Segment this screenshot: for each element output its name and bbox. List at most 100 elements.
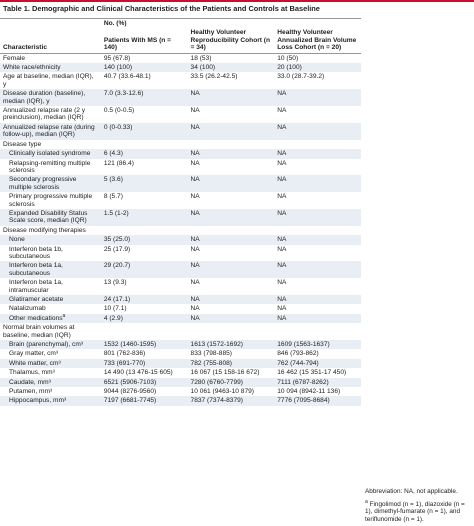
cell: NA xyxy=(190,107,200,115)
cell: NA xyxy=(187,89,275,107)
row-label: None xyxy=(9,236,25,244)
row-label: Primary progressive multiple sclerosis xyxy=(9,193,93,208)
empty-cell xyxy=(101,226,188,235)
cell: 13 (9.3) xyxy=(103,279,127,287)
row-label-cell: White race/ethnicity xyxy=(0,63,101,73)
footnote: a Fingolimod (n = 1), diazoxide (n = 1),… xyxy=(365,498,472,524)
row-label-cell: Relapsing-remitting multiple sclerosis xyxy=(0,159,101,176)
row-label-cell: Age at baseline, median (IQR), y xyxy=(0,72,101,89)
row-label: Annualized relapse rate (2 y preinclusio… xyxy=(3,107,86,122)
row-label-cell: Other medicationsa xyxy=(0,312,101,324)
cell: NA xyxy=(274,175,361,193)
cell: NA xyxy=(274,261,361,279)
data-row: Glatiramer acetate 24 (17.1) NA NA xyxy=(0,295,361,305)
cell: NA xyxy=(274,208,361,226)
top-rule xyxy=(0,0,474,2)
row-label: Putamen, mm³ xyxy=(9,388,53,396)
data-row: Natalizumab 10 (7.1) NA NA xyxy=(0,304,361,313)
footnote-marker: a xyxy=(365,498,368,505)
row-label-cell: Female xyxy=(0,53,101,63)
row-label-cell: Secondary progressive multiple sclerosis xyxy=(0,175,101,193)
cell: 1609 (1563-1637) xyxy=(274,340,361,350)
cell: 9044 (8276-9560) xyxy=(103,388,157,396)
cell: NA xyxy=(277,305,287,313)
row-label: Glatiramer acetate xyxy=(9,296,64,303)
cell: NA xyxy=(187,149,275,159)
cell: 846 (793-862) xyxy=(277,350,319,358)
row-label: Interferon beta 1b, subcutaneous xyxy=(9,245,63,260)
cell: NA xyxy=(187,295,275,305)
row-label-cell: Caudate, mm³ xyxy=(0,377,101,388)
row-label-cell: Annualized relapse rate (during follow-u… xyxy=(0,122,101,140)
group-header: No. (%) xyxy=(100,18,361,29)
cell: NA xyxy=(277,107,287,115)
column-header: Healthy Volunteer Annualized Brain Volum… xyxy=(274,28,361,54)
notes: Abbreviation: NA, not applicable. a Fing… xyxy=(365,488,472,523)
cell: 1.5 (1-2) xyxy=(100,208,188,226)
column-header: Characteristic xyxy=(0,28,101,54)
cell: 7.0 (3.3-12.6) xyxy=(100,89,188,107)
data-row: Putamen, mm³ 9044 (8276-9560) 10 061 (9463… xyxy=(0,387,361,396)
data-row: Other medicationsa 4 (2.9) NA NA xyxy=(0,312,361,324)
row-label: Female xyxy=(3,54,25,62)
row-label: Natalizumab xyxy=(9,305,46,313)
cell: 1613 (1572-1692) xyxy=(187,340,275,350)
row-label: White matter, cm³ xyxy=(9,359,61,367)
row-label-cell: Brain (parenchymal), cm³ xyxy=(0,340,101,350)
row-label-cell: White matter, cm³ xyxy=(0,358,101,369)
cell: 1532 (1460-1595) xyxy=(100,340,188,350)
section-heading: Disease type xyxy=(3,140,42,148)
cell: 833 (798-885) xyxy=(190,350,232,358)
row-label: Relapsing-remitting multiple sclerosis xyxy=(9,159,91,174)
row-label: Gray matter, cm³ xyxy=(9,350,59,358)
cell: 20 (100) xyxy=(274,63,361,73)
header-row: No. (%) xyxy=(0,18,361,29)
data-row: Annualized relapse rate (2 y preinclusio… xyxy=(0,106,361,123)
cell: NA xyxy=(274,235,361,245)
column-header: Patients With MS (n = 140) xyxy=(100,28,188,54)
row-label: White race/ethnicity xyxy=(3,64,61,72)
data-row: Expanded Disability Status Scale score, … xyxy=(0,208,361,226)
abbreviation: Abbreviation: NA, not applicable. xyxy=(365,488,458,495)
row-label-cell: Disease duration (baseline), median (IQR… xyxy=(0,89,101,107)
cell: NA xyxy=(190,245,200,253)
row-label: Disease duration (baseline), median (IQR… xyxy=(3,90,86,105)
data-row: Hippocampus, mm³ 7197 (6681-7745) 7837 (73… xyxy=(0,396,361,406)
cell: 4 (2.9) xyxy=(100,313,188,324)
cell: 782 (755-808) xyxy=(187,358,275,369)
data-row: Relapsing-remitting multiple sclerosis 12… xyxy=(0,159,361,176)
footnote-marker: a xyxy=(62,312,66,319)
table-body: Female 95 (67.8) 18 (53) 10 (50) White race/… xyxy=(0,53,361,406)
cell: NA xyxy=(277,193,287,201)
data-row: None 35 (25.0) NA NA xyxy=(0,235,361,245)
cell: 7111 (6787-8262) xyxy=(274,377,361,388)
cell: 24 (17.1) xyxy=(100,295,188,305)
data-row: Gray matter, cm³ 801 (762-836) 833 (798-88… xyxy=(0,349,361,358)
cell: NA xyxy=(187,208,275,226)
cell: NA xyxy=(274,313,361,324)
cell: 35 (25.0) xyxy=(100,235,188,245)
cell: 7837 (7374-8379) xyxy=(187,396,275,406)
cell: 18 (53) xyxy=(190,54,212,62)
section-heading: Disease modifying therapies xyxy=(3,226,86,234)
header-row: Characteristic Patients With MS (n = 140)… xyxy=(0,28,361,54)
section-row: Disease modifying therapies xyxy=(0,226,361,235)
cell: 14 490 (13 476-15 605) xyxy=(103,369,173,377)
data-row: Age at baseline, median (IQR), y 40.7 (33… xyxy=(0,72,361,89)
cell: 5 (3.6) xyxy=(100,175,188,193)
empty-cell xyxy=(274,226,361,235)
row-label-cell: Interferon beta 1b, subcutaneous xyxy=(0,245,101,262)
row-label: Brain (parenchymal), cm³ xyxy=(9,341,84,349)
data-row: Clinically isolated syndrome 6 (4.3) NA NA xyxy=(0,149,361,159)
empty-cell xyxy=(274,323,361,340)
row-label: Hippocampus, mm³ xyxy=(9,397,67,405)
cell: NA xyxy=(274,122,361,140)
row-label-cell: Putamen, mm³ xyxy=(0,387,101,396)
header-cell xyxy=(0,18,101,29)
row-label-cell: None xyxy=(0,235,101,245)
cell: 10 094 (8942-11 136) xyxy=(277,388,341,396)
section-row: Disease type xyxy=(0,140,361,149)
cell: 0 (0-0.33) xyxy=(100,122,188,140)
cell: NA xyxy=(274,295,361,305)
